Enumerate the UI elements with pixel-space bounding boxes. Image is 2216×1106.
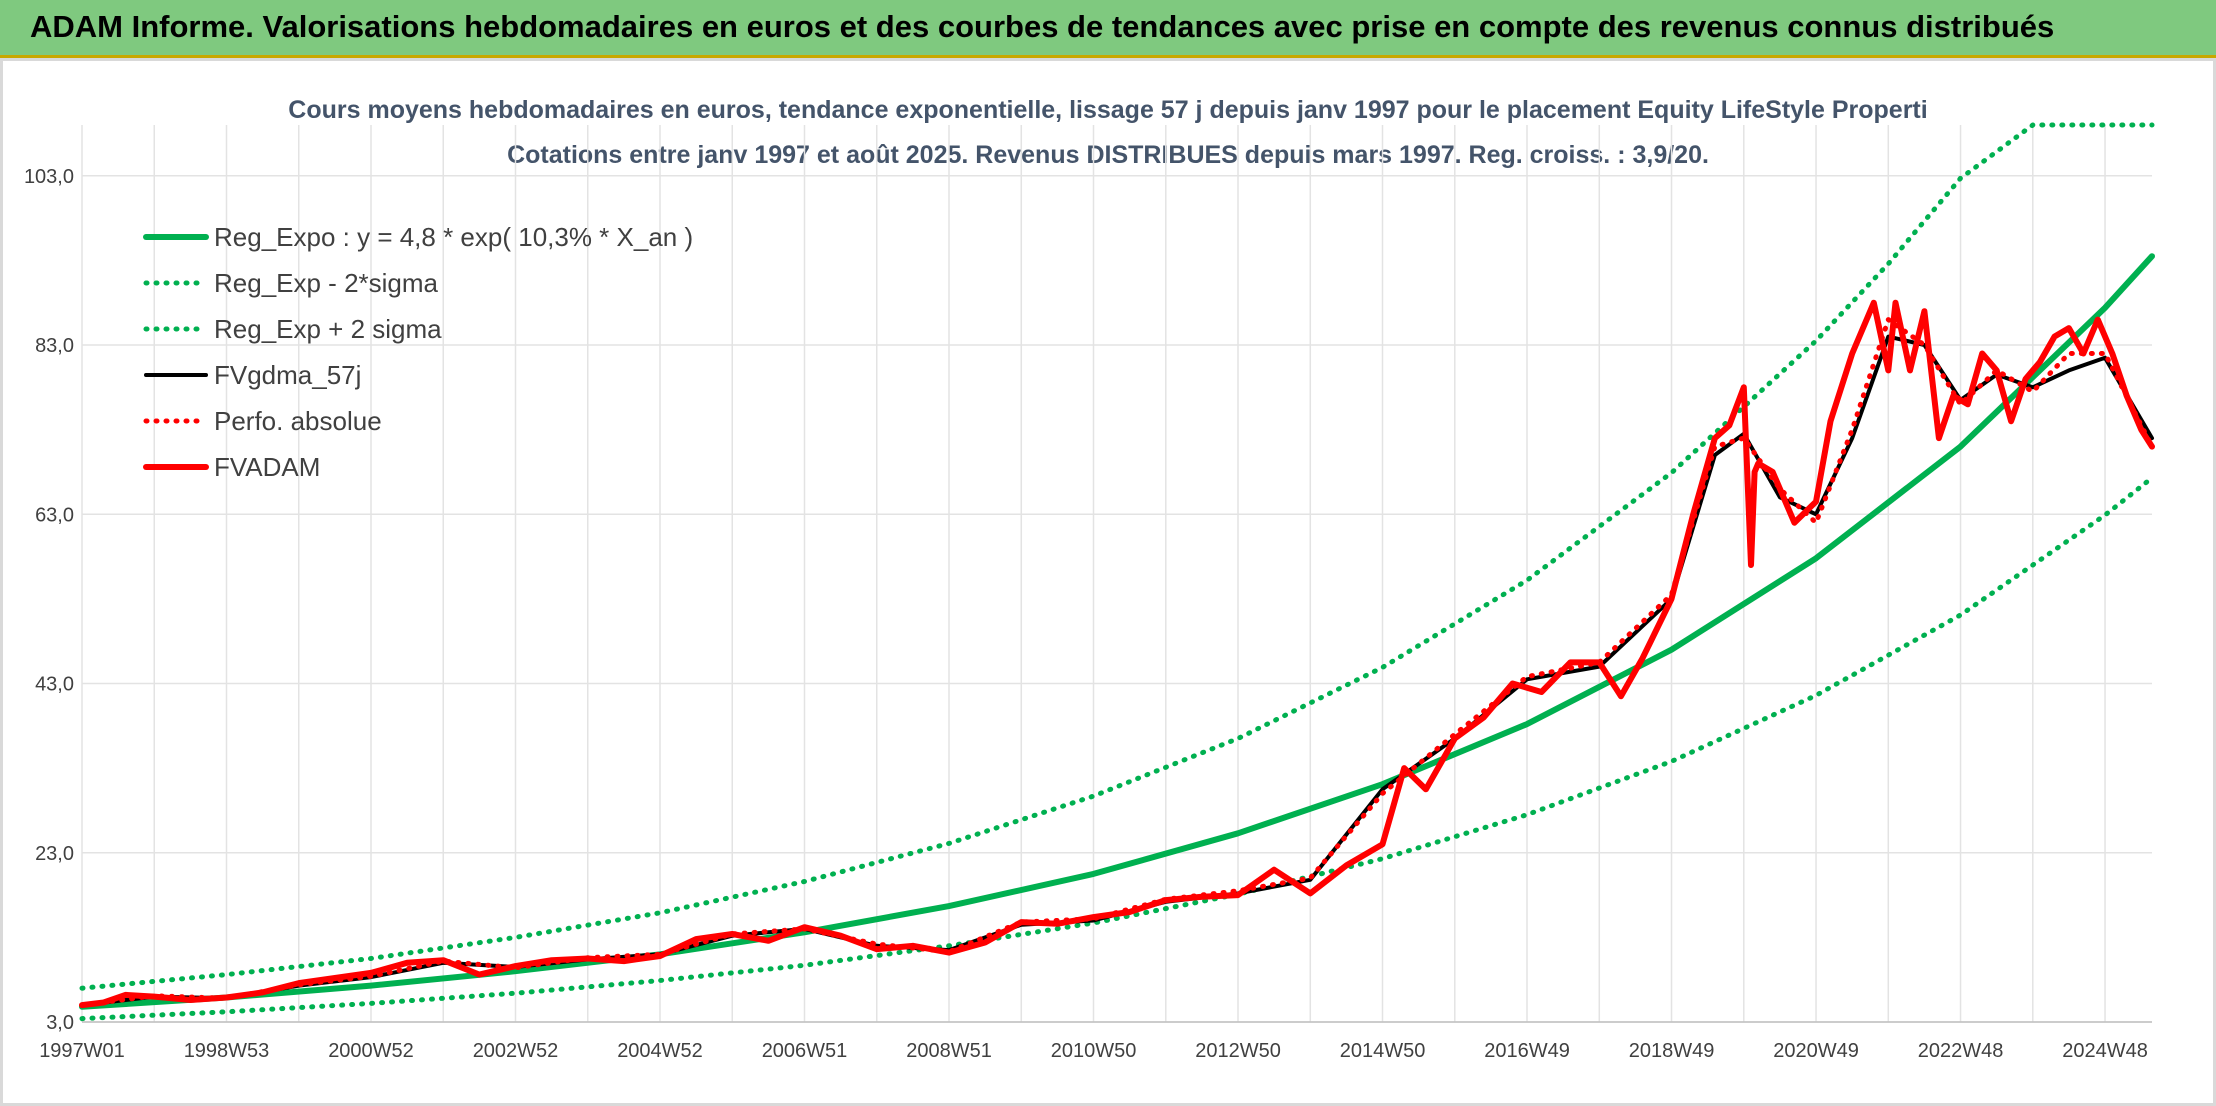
legend-label: Reg_Expo : y = 4,8 * exp( 10,3% * X_an ) bbox=[214, 222, 693, 252]
x-tick-label: 2006W51 bbox=[762, 1040, 848, 1062]
legend: Reg_Expo : y = 4,8 * exp( 10,3% * X_an )… bbox=[143, 222, 693, 482]
x-tick-label: 2012W50 bbox=[1195, 1040, 1281, 1062]
series-line-4 bbox=[80, 334, 2154, 1008]
x-tick-label: 2014W50 bbox=[1340, 1040, 1426, 1062]
y-tick-label: 23,0 bbox=[35, 843, 74, 865]
x-tick-label: 2022W48 bbox=[1918, 1040, 2004, 1062]
y-tick-label: 63,0 bbox=[35, 504, 74, 526]
chart-title: Cours moyens hebdomadaires en euros, ten… bbox=[288, 96, 1927, 124]
gridlines bbox=[81, 125, 2152, 1023]
legend-label: Reg_Exp - 2*sigma bbox=[214, 268, 439, 298]
chart-frame bbox=[0, 58, 2216, 1106]
x-tick-label: 2018W49 bbox=[1629, 1040, 1715, 1062]
x-tick-label: 2020W49 bbox=[1773, 1040, 1859, 1062]
y-tick-label: 103,0 bbox=[24, 166, 74, 188]
x-tick-label: 2016W49 bbox=[1484, 1040, 1570, 1062]
report-banner: ADAM Informe. Valorisations hebdomadaire… bbox=[0, 0, 2216, 58]
x-tick-label: 1998W53 bbox=[184, 1040, 270, 1062]
series-line-5 bbox=[79, 317, 2155, 1008]
series-line-6 bbox=[79, 299, 2155, 1009]
legend-label: FVgdma_57j bbox=[214, 360, 361, 390]
x-tick-label: 2024W48 bbox=[2062, 1040, 2148, 1062]
series-line-2 bbox=[79, 475, 2155, 1022]
y-tick-label: 83,0 bbox=[35, 335, 74, 357]
axes: 3,0 23,0 43,0 63,0 83,0 103,0 1997W01 1998W53 20… bbox=[24, 166, 2152, 1062]
x-tick-label: 2010W50 bbox=[1051, 1040, 1137, 1062]
report-title: ADAM Informe. Valorisations hebdomadaire… bbox=[30, 9, 2055, 44]
legend-label: FVADAM bbox=[214, 452, 320, 482]
legend-label: Perfo. absolue bbox=[214, 406, 382, 436]
chart-subtitle: Cotations entre janv 1997 et août 2025. … bbox=[507, 141, 1709, 169]
x-tick-label: 2000W52 bbox=[328, 1040, 414, 1062]
x-tick-label: 1997W01 bbox=[39, 1040, 125, 1062]
x-tick-label: 2008W51 bbox=[906, 1040, 992, 1062]
legend-label: Reg_Exp + 2 sigma bbox=[214, 314, 442, 344]
x-tick-label: 2002W52 bbox=[473, 1040, 559, 1062]
x-tick-label: 2004W52 bbox=[617, 1040, 703, 1062]
y-tick-label: 43,0 bbox=[35, 674, 74, 696]
y-tick-label: 3,0 bbox=[46, 1012, 74, 1034]
series-lines bbox=[79, 122, 2155, 1022]
series-line-3 bbox=[79, 122, 2155, 991]
series-line-1 bbox=[79, 253, 2155, 1010]
